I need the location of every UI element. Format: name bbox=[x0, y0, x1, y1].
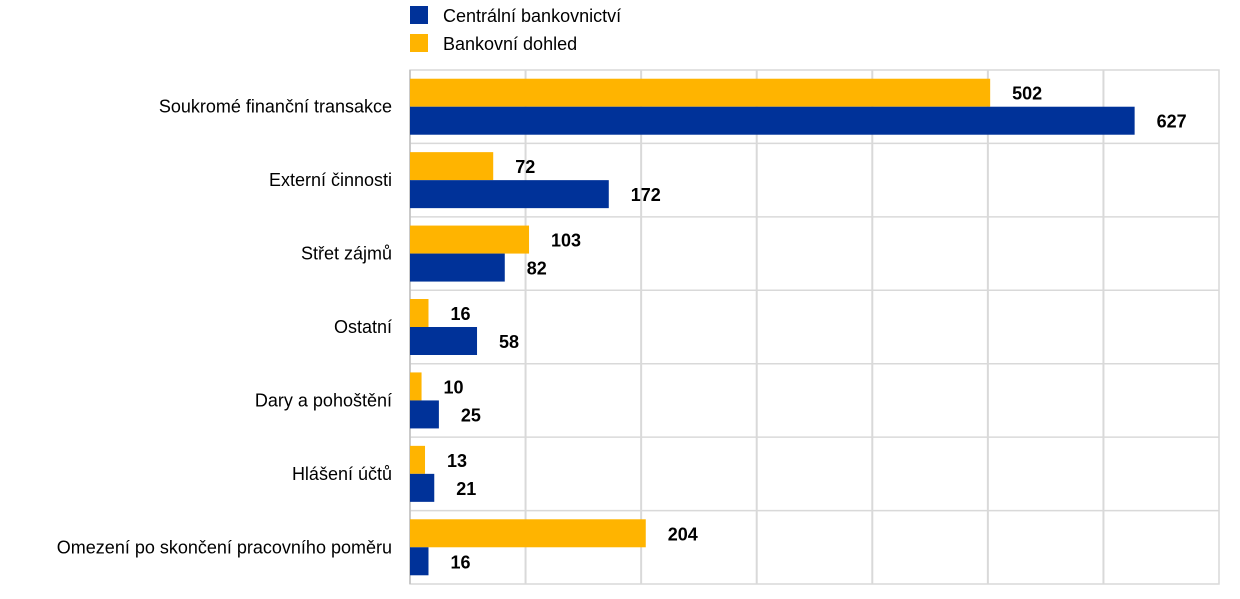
value-label-centralni-bankovnictvi: 172 bbox=[631, 185, 661, 205]
category-group: Omezení po skončení pracovního poměru 204… bbox=[57, 519, 698, 576]
bar-bankovni-dohled bbox=[410, 445, 426, 474]
value-label-bankovni-dohled: 13 bbox=[447, 451, 467, 471]
category-label: Omezení po skončení pracovního poměru bbox=[57, 537, 392, 557]
category-group: Dary a pohoštění 10 25 bbox=[255, 372, 481, 429]
legend-item: Centrální bankovnictví bbox=[410, 6, 621, 26]
category-group: Soukromé finanční transakce 502 627 bbox=[159, 78, 1187, 135]
legend-swatch bbox=[410, 6, 428, 24]
category-label: Soukromé finanční transakce bbox=[159, 97, 392, 117]
value-label-bankovni-dohled: 72 bbox=[515, 157, 535, 177]
legend-item: Bankovní dohled bbox=[410, 34, 577, 54]
legend: Centrální bankovnictví Bankovní dohled bbox=[410, 6, 621, 54]
bar-bankovni-dohled bbox=[410, 519, 646, 548]
bar-centralni-bankovnictvi bbox=[410, 473, 435, 502]
bar-centralni-bankovnictvi bbox=[410, 106, 1135, 135]
value-label-centralni-bankovnictvi: 58 bbox=[499, 332, 519, 352]
category-group: Hlášení účtů 13 21 bbox=[292, 445, 476, 502]
value-label-centralni-bankovnictvi: 16 bbox=[450, 552, 470, 572]
value-label-bankovni-dohled: 204 bbox=[668, 524, 698, 544]
value-label-bankovni-dohled: 10 bbox=[444, 377, 464, 397]
plot-area bbox=[409, 69, 1220, 585]
bar-bankovni-dohled bbox=[410, 152, 494, 181]
category-label: Ostatní bbox=[334, 317, 392, 337]
bar-bankovni-dohled bbox=[410, 299, 429, 327]
gridlines bbox=[410, 70, 1219, 584]
category-group: Ostatní 16 58 bbox=[334, 299, 519, 355]
category-label: Externí činnosti bbox=[269, 170, 392, 190]
bar-bankovni-dohled bbox=[410, 78, 991, 107]
value-label-bankovni-dohled: 103 bbox=[551, 231, 581, 251]
value-label-bankovni-dohled: 16 bbox=[450, 304, 470, 324]
legend-swatch bbox=[410, 34, 428, 52]
bar-centralni-bankovnictvi bbox=[410, 253, 505, 282]
value-label-centralni-bankovnictvi: 21 bbox=[456, 479, 476, 499]
value-label-centralni-bankovnictvi: 25 bbox=[461, 405, 481, 425]
category-label: Hlášení účtů bbox=[292, 464, 392, 484]
category-group: Externí činnosti 72 172 bbox=[269, 152, 661, 209]
bar-centralni-bankovnictvi bbox=[410, 400, 439, 429]
bar-centralni-bankovnictvi bbox=[410, 547, 429, 576]
bar-bankovni-dohled bbox=[410, 372, 422, 401]
legend-label: Bankovní dohled bbox=[443, 34, 577, 54]
bar-centralni-bankovnictvi bbox=[410, 180, 609, 209]
value-label-centralni-bankovnictvi: 82 bbox=[527, 259, 547, 279]
category-label: Střet zájmů bbox=[301, 244, 392, 264]
bar-bankovni-dohled bbox=[410, 225, 530, 254]
value-label-centralni-bankovnictvi: 627 bbox=[1157, 112, 1187, 132]
value-label-bankovni-dohled: 502 bbox=[1012, 84, 1042, 104]
bar-centralni-bankovnictvi bbox=[410, 327, 478, 355]
legend-label: Centrální bankovnictví bbox=[443, 6, 621, 26]
category-label: Dary a pohoštění bbox=[255, 390, 392, 410]
